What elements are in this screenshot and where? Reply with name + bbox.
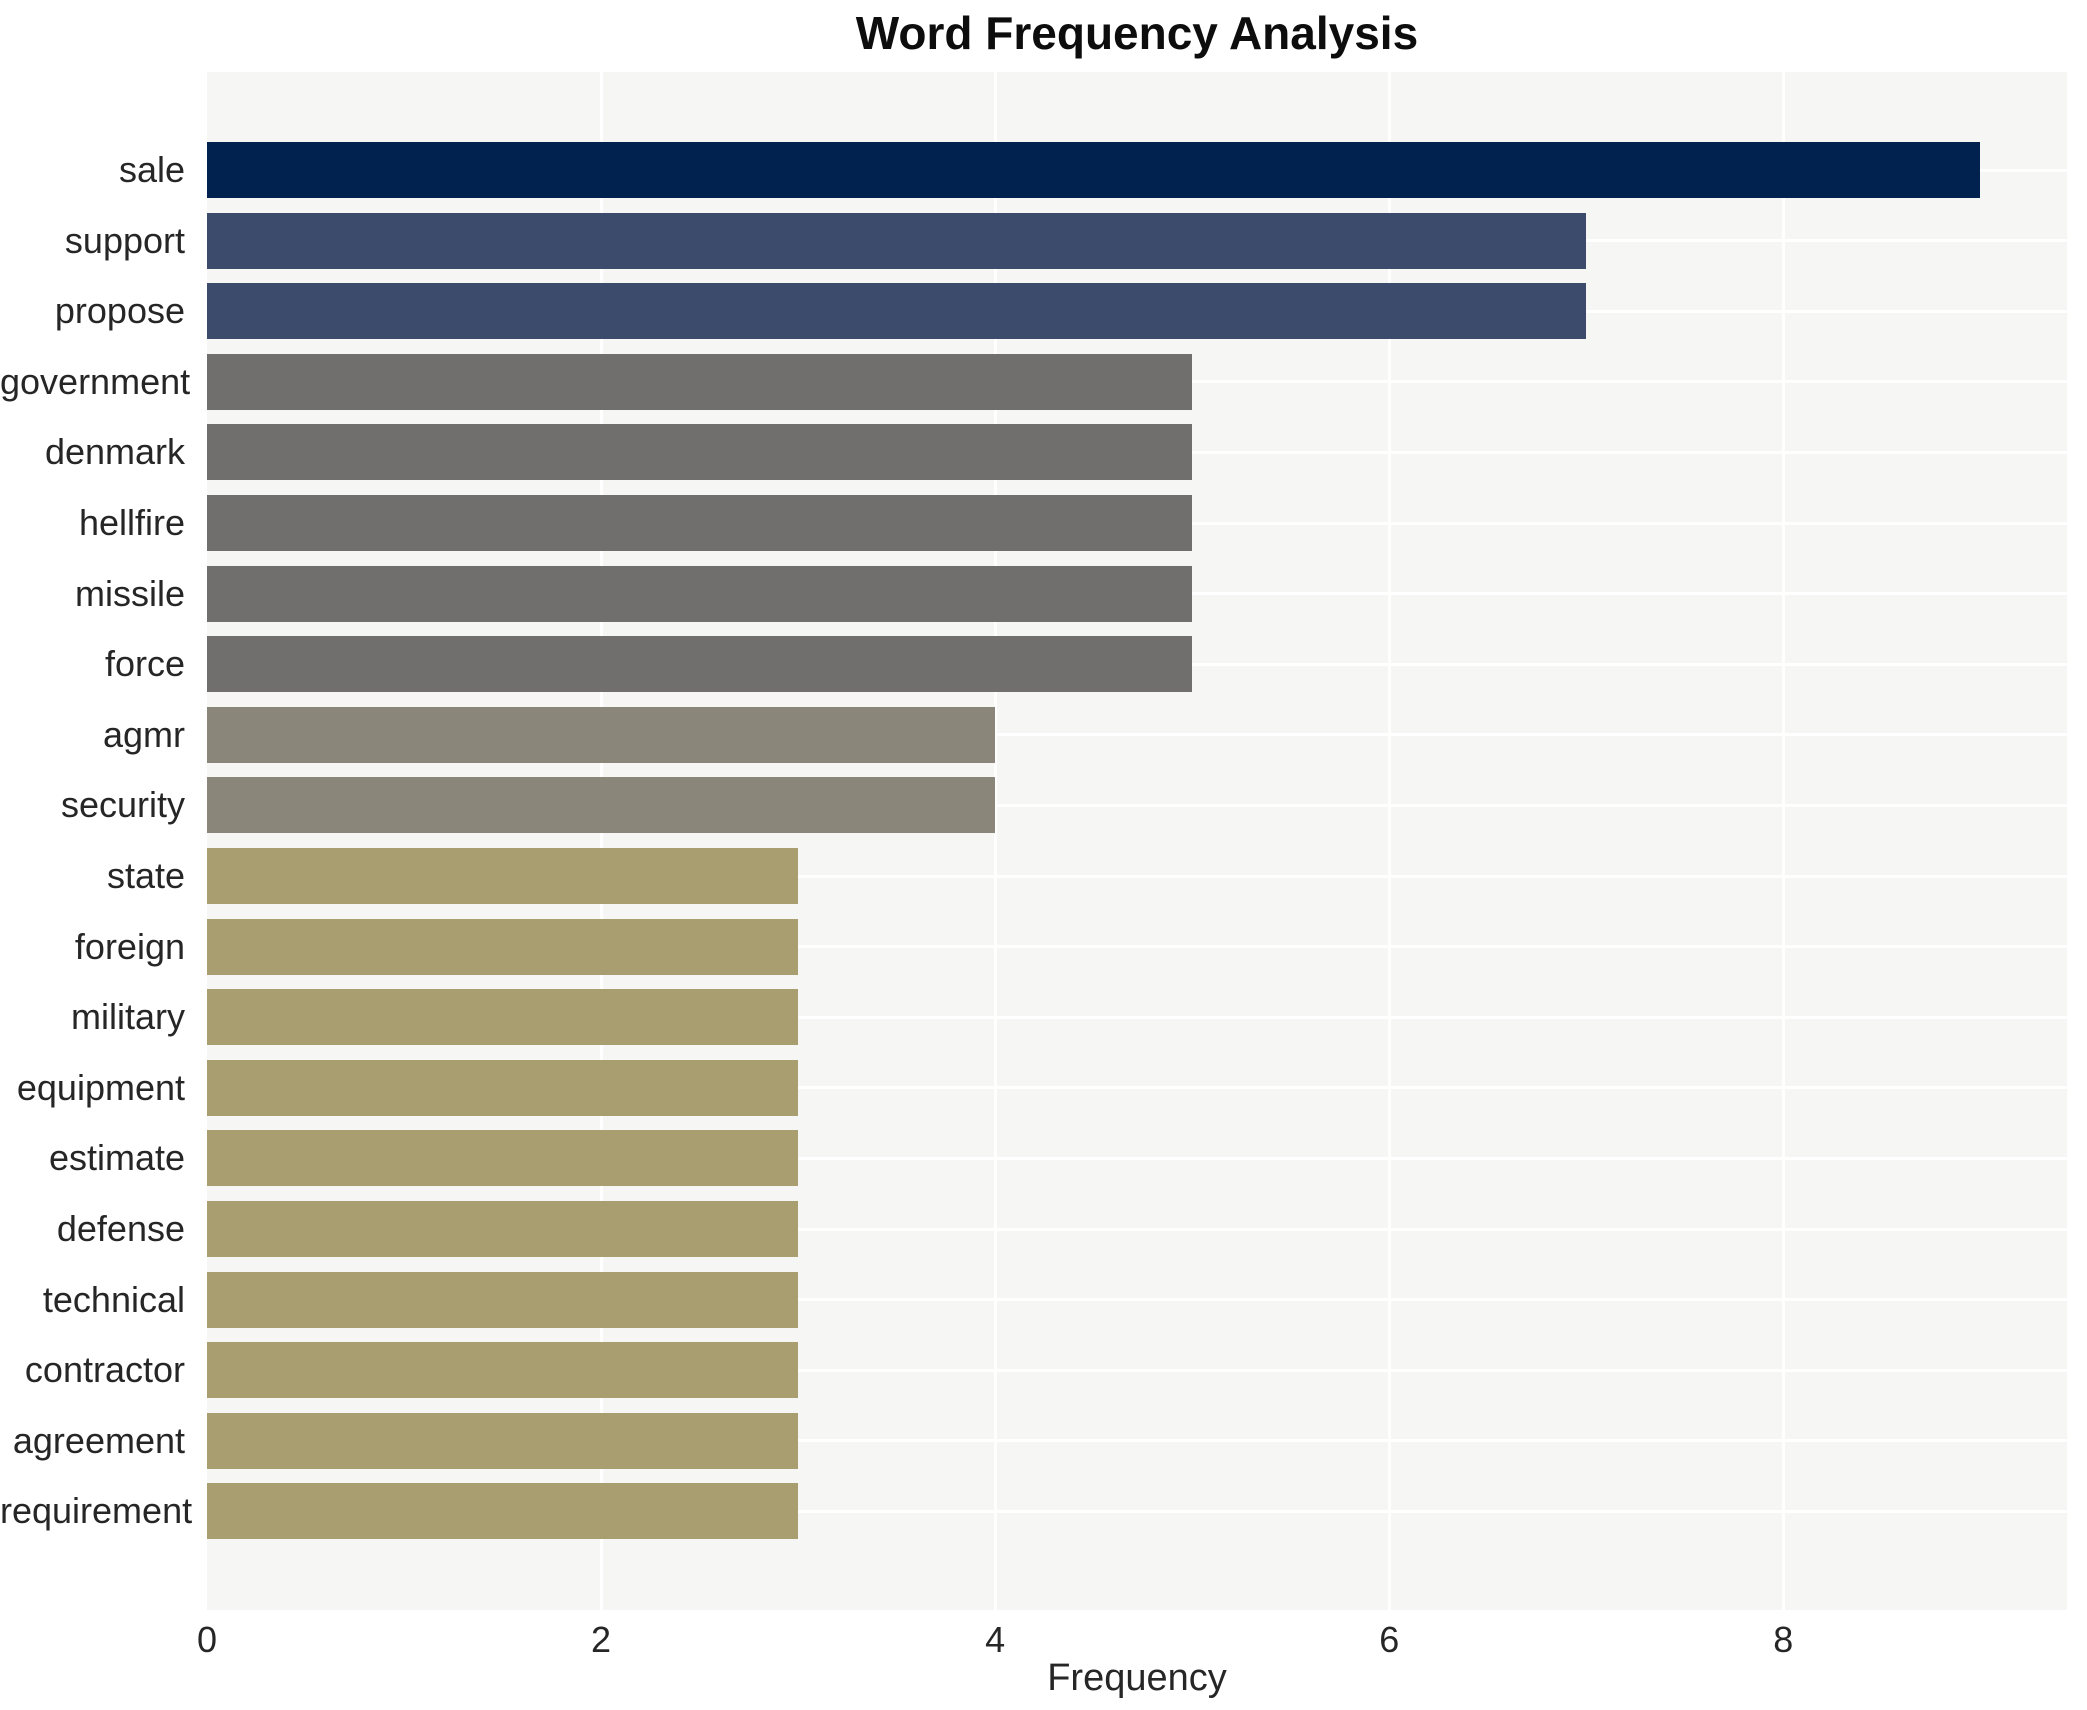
plot-area bbox=[207, 72, 2067, 1610]
category-label-support: support bbox=[64, 219, 185, 261]
x-tick-4: 4 bbox=[985, 1619, 1006, 1660]
category-label-contractor: contractor bbox=[24, 1349, 185, 1391]
category-label-technical: technical bbox=[42, 1278, 185, 1320]
bar-sale bbox=[207, 142, 1981, 198]
horizontal-gridline bbox=[207, 733, 2067, 737]
horizontal-gridline bbox=[207, 945, 2067, 949]
category-label-hellfire: hellfire bbox=[78, 502, 185, 543]
category-label-government: government bbox=[0, 360, 191, 402]
bar-propose bbox=[207, 283, 1587, 340]
category-label-sale: sale bbox=[118, 149, 185, 190]
x-tick-6: 6 bbox=[1379, 1619, 1400, 1660]
category-label-equipment: equipment bbox=[16, 1066, 185, 1108]
chart-title: Word Frequency Analysis bbox=[855, 7, 1419, 59]
category-label-estimate: estimate bbox=[48, 1137, 185, 1179]
category-label-defense: defense bbox=[56, 1208, 185, 1249]
horizontal-gridline bbox=[207, 1015, 2067, 1019]
bar-foreign bbox=[207, 918, 799, 975]
category-label-security: security bbox=[60, 784, 185, 826]
bar-denmark bbox=[207, 424, 1193, 481]
horizontal-gridline bbox=[207, 1156, 2067, 1160]
category-label-requirement: requirement bbox=[0, 1490, 193, 1532]
bar-missile bbox=[207, 565, 1193, 622]
horizontal-gridline bbox=[207, 1368, 2067, 1372]
category-label-military: military bbox=[71, 996, 185, 1038]
bar-estimate bbox=[207, 1130, 799, 1187]
x-axis-label: Frequency bbox=[1047, 1657, 1227, 1699]
vertical-gridline bbox=[1387, 72, 1391, 1610]
category-label-agmr: agmr bbox=[102, 713, 185, 755]
vertical-gridline bbox=[599, 72, 603, 1610]
bar-security bbox=[207, 777, 996, 834]
category-label-propose: propose bbox=[54, 290, 185, 332]
category-label-force: force bbox=[104, 643, 185, 685]
bar-government bbox=[207, 353, 1193, 410]
horizontal-gridline bbox=[207, 1227, 2067, 1231]
x-tick-2: 2 bbox=[591, 1619, 612, 1660]
bar-contractor bbox=[207, 1342, 799, 1399]
bar-hellfire bbox=[207, 495, 1193, 551]
horizontal-gridline bbox=[207, 803, 2067, 807]
horizontal-gridline bbox=[207, 874, 2067, 878]
category-label-missile: missile bbox=[74, 572, 185, 614]
bar-agmr bbox=[207, 706, 996, 763]
category-label-state: state bbox=[106, 855, 185, 896]
bar-military bbox=[207, 989, 799, 1046]
horizontal-gridline bbox=[207, 1439, 2067, 1443]
bar-state bbox=[207, 848, 799, 904]
bar-requirement bbox=[207, 1483, 799, 1540]
category-label-foreign: foreign bbox=[74, 925, 185, 967]
horizontal-gridline bbox=[207, 1298, 2067, 1302]
category-label-agreement: agreement bbox=[12, 1419, 185, 1461]
bar-agreement bbox=[207, 1412, 799, 1469]
vertical-gridline bbox=[1781, 72, 1785, 1610]
x-tick-0: 0 bbox=[196, 1619, 218, 1660]
bar-equipment bbox=[207, 1059, 799, 1116]
bar-force bbox=[207, 636, 1193, 693]
x-tick-8: 8 bbox=[1773, 1619, 1794, 1660]
category-label-denmark: denmark bbox=[44, 431, 185, 473]
bar-defense bbox=[207, 1201, 799, 1257]
bar-support bbox=[207, 212, 1587, 269]
horizontal-gridline bbox=[207, 1086, 2067, 1090]
vertical-gridline bbox=[993, 72, 997, 1610]
bar-technical bbox=[207, 1271, 799, 1328]
horizontal-gridline bbox=[207, 1509, 2067, 1513]
